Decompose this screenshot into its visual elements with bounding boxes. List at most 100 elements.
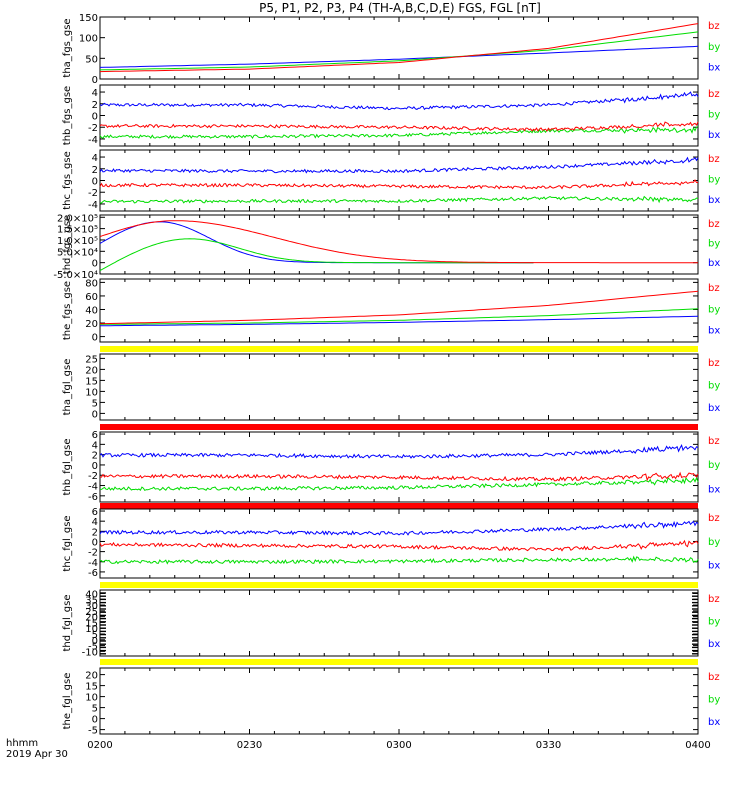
y-tick-label: -2 — [88, 123, 98, 134]
y-tick-label: 60 — [85, 292, 98, 303]
x-tick-label: 0300 — [386, 740, 411, 751]
x-tick-label: 0400 — [685, 740, 710, 751]
y-tick-label: 25 — [85, 607, 98, 618]
series-bx-line — [100, 315, 699, 327]
panel-frame — [99, 84, 699, 147]
y-tick-label: -6 — [88, 492, 98, 503]
y-tick-label: 0 — [92, 112, 98, 123]
y-tick-label: -4 — [88, 135, 98, 146]
y-tick-label: 4 — [92, 88, 98, 99]
flag-bar-yellow — [100, 659, 698, 665]
legend-bx: bx — [708, 258, 720, 269]
y-tick-label: 2 — [92, 451, 98, 462]
y-tick-label: 4 — [92, 517, 98, 528]
series-by-line — [99, 308, 699, 325]
y-tick-label: 6 — [92, 430, 98, 441]
x-tick-label: 0200 — [87, 740, 112, 751]
y-tick-label: 80 — [85, 278, 98, 289]
y-tick-label: 5.0×10⁴ — [57, 247, 98, 258]
y-tick-label: 40 — [85, 589, 98, 600]
legend-bz: bz — [708, 513, 720, 524]
y-axis-label: thd_fgs_gse — [62, 215, 73, 274]
y-tick-label: 10 — [85, 387, 98, 398]
x-tick-label: 0330 — [536, 740, 561, 751]
legend-bx: bx — [708, 63, 720, 74]
series-by-line — [99, 476, 699, 492]
y-tick-label: 30 — [85, 601, 98, 612]
legend-by: by — [708, 617, 720, 628]
y-tick-label: 10 — [85, 693, 98, 704]
legend-bz: bz — [708, 594, 720, 605]
y-tick-label: 35 — [85, 595, 98, 606]
panel-frame — [99, 214, 699, 275]
series-by-line — [99, 555, 699, 565]
series-by-line — [99, 195, 699, 204]
y-tick-label: 0 — [92, 409, 98, 420]
y-tick-label: -5 — [88, 642, 98, 653]
series-bz-line — [99, 121, 699, 132]
panel-frame — [99, 667, 699, 735]
flag-bar-yellow — [100, 346, 698, 352]
panel-frame — [99, 508, 699, 579]
y-tick-label: 0 — [92, 333, 98, 344]
y-tick-label: 0 — [92, 75, 98, 86]
y-axis-label: thb_fgs_gse — [62, 86, 73, 145]
y-tick-label: 15 — [85, 376, 98, 387]
y-tick-label: 25 — [85, 354, 98, 365]
legend-bx: bx — [708, 717, 720, 728]
series-bz-line — [99, 290, 699, 325]
y-tick-label: 20 — [85, 613, 98, 624]
series-bz-line — [99, 220, 698, 264]
y-tick-label: 2 — [92, 100, 98, 111]
legend-by: by — [708, 537, 720, 548]
y-axis-label: thb_fgl_gse — [62, 439, 73, 496]
series-by-line — [99, 31, 699, 71]
x-tick-label: 0230 — [237, 740, 262, 751]
y-tick-label: 5 — [92, 630, 98, 641]
legend-bz: bz — [708, 436, 720, 447]
y-tick-label: 100 — [79, 34, 98, 45]
y-axis-label: tha_fgl_gse — [62, 359, 73, 416]
legend-bz: bz — [708, 154, 720, 165]
legend-bz: bz — [708, 672, 720, 683]
legend-bz: bz — [708, 358, 720, 369]
y-tick-label: -4 — [88, 482, 98, 493]
y-tick-label: 5 — [92, 398, 98, 409]
y-tick-label: 5 — [92, 704, 98, 715]
y-tick-label: -4 — [88, 200, 98, 211]
series-by-line — [99, 238, 534, 272]
y-tick-label: 40 — [85, 305, 98, 316]
legend-bx: bx — [708, 130, 720, 141]
panel-frame — [99, 431, 699, 503]
legend-by: by — [708, 174, 720, 185]
y-tick-label: 2 — [92, 527, 98, 538]
legend-by: by — [708, 695, 720, 706]
panel-frame — [99, 353, 699, 421]
legend-by: by — [708, 304, 720, 315]
y-tick-label: -2 — [88, 548, 98, 559]
y-tick-label: 0 — [92, 461, 98, 472]
y-tick-label: 0 — [92, 636, 98, 647]
y-tick-label: 2 — [92, 165, 98, 176]
legend-bx: bx — [708, 326, 720, 337]
y-tick-label: 1.5×10⁵ — [57, 225, 98, 236]
series-bx-line — [99, 444, 699, 459]
legend-bx: bx — [708, 403, 720, 414]
y-axis-label: the_fgs_gse — [62, 281, 73, 340]
y-tick-label: 50 — [85, 54, 98, 65]
legend-bz: bz — [708, 21, 720, 32]
y-tick-label: 6 — [92, 507, 98, 518]
series-bx-line — [99, 520, 699, 536]
y-tick-label: -5.0×10⁴ — [53, 270, 98, 281]
y-tick-label: 0 — [92, 537, 98, 548]
series-bz-line — [99, 539, 699, 552]
y-tick-label: 20 — [85, 319, 98, 330]
y-axis-label: thd_fgl_gse — [62, 595, 73, 652]
y-tick-label: 10 — [85, 624, 98, 635]
y-tick-label: -4 — [88, 558, 98, 569]
legend-bz: bz — [708, 283, 720, 294]
flag-bar-red — [100, 503, 698, 509]
series-bz-line — [99, 23, 699, 73]
